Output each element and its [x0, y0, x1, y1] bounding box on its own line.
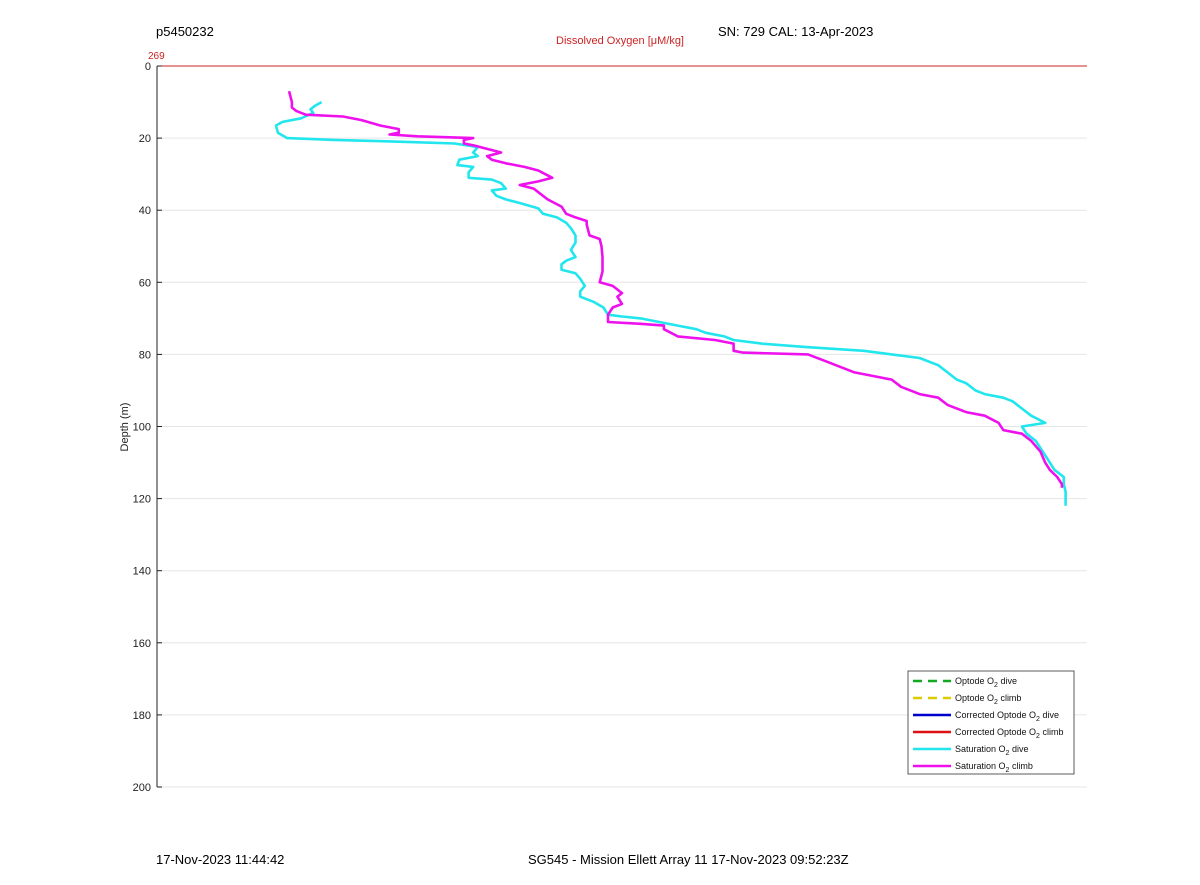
legend-entry: Saturation O2 dive: [955, 744, 1028, 757]
y-tick-label: 100: [133, 422, 151, 434]
legend-entry: Saturation O2 climb: [955, 761, 1033, 774]
legend-entry: Corrected Optode O2 dive: [955, 710, 1059, 723]
series-line-saturation-o2-dive: [274, 100, 1067, 506]
footer-mission: SG545 - Mission Ellett Array 11 17-Nov-2…: [528, 852, 849, 867]
legend: Optode O2 dive Optode O2 climb Corrected O…: [907, 670, 1075, 775]
legend-box: [907, 670, 1075, 775]
y-tick-label: 80: [139, 349, 151, 361]
grid-lines: [157, 137, 1087, 788]
legend-entry: Corrected Optode O2 climb: [955, 727, 1063, 740]
top-axis: 269 Dissolved Oxygen [μM/kg]: [148, 35, 1087, 67]
dive-id: p5450232: [156, 24, 214, 39]
legend-entry: Optode O2 dive: [955, 676, 1017, 689]
y-tick-label: 60: [139, 277, 151, 289]
y-tick-label: 140: [133, 566, 151, 578]
y-tick-label: 180: [133, 710, 151, 722]
y-tick-label: 120: [133, 494, 151, 506]
y-tick-label: 160: [133, 638, 151, 650]
y-tick-label: 200: [133, 782, 151, 794]
series-line-saturation-o2-climb: [287, 90, 1064, 488]
footer-timestamp: 17-Nov-2023 11:44:42: [156, 852, 285, 867]
y-tick-label: 40: [139, 205, 151, 217]
series-layer: [274, 90, 1067, 506]
legend-entry: Optode O2 climb: [955, 693, 1021, 706]
sensor-info: SN: 729 CAL: 13-Apr-2023: [718, 24, 874, 39]
top-axis-tick-label: 269: [148, 51, 165, 62]
top-axis-label: Dissolved Oxygen [μM/kg]: [556, 35, 684, 47]
y-tick-label: 20: [139, 133, 151, 145]
y-axis-label: Depth (m): [119, 403, 131, 452]
y-tick-label: 0: [145, 61, 151, 73]
y-tick-labels: 0 20 40 60 80 100 120 140 160 180 200: [133, 61, 162, 794]
